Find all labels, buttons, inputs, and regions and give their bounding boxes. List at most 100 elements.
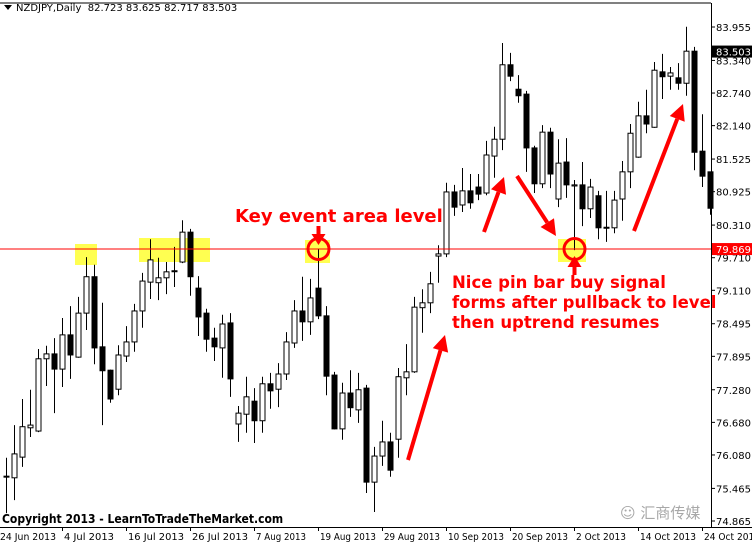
candle-body-bear — [187, 231, 194, 278]
candle — [123, 326, 130, 363]
candle-body-bull — [11, 453, 18, 479]
price-axis: 83.955 83.340 82.740 82.140 81.525 80.925 80.3… — [0, 2, 752, 528]
candle-body-bear — [595, 195, 602, 229]
candle — [603, 190, 610, 242]
dropdown-triangle-icon[interactable] — [4, 5, 12, 10]
candle — [587, 178, 594, 219]
candle-body-bear — [107, 369, 114, 400]
candle — [683, 26, 690, 96]
candle-body-bear — [315, 287, 322, 317]
candle-body-bull — [147, 259, 154, 283]
candle — [379, 420, 386, 466]
candle — [531, 145, 538, 194]
trend-arrow-head — [432, 335, 449, 353]
candle — [547, 127, 554, 189]
price-tick-label: 74.865 — [716, 517, 751, 528]
down-arrow-head — [311, 234, 326, 245]
candle-body-bull — [539, 131, 546, 185]
candle-body-bear — [691, 50, 698, 153]
candle — [179, 220, 186, 264]
candle-body-bull — [179, 231, 186, 263]
price-tick-label: 80.925 — [716, 188, 751, 199]
candle-body-bear — [331, 374, 338, 430]
candle-body-bear — [299, 310, 306, 323]
up-arrow-head — [567, 256, 582, 267]
candle-body-bull — [235, 412, 242, 425]
annotation-overlay — [0, 104, 711, 461]
trend-arrow-icon — [482, 191, 501, 233]
candle — [155, 257, 162, 301]
candle — [131, 303, 138, 352]
candle — [203, 308, 210, 352]
candle — [707, 171, 714, 215]
candle — [699, 114, 706, 188]
candle-body-bear — [699, 150, 706, 177]
candle — [363, 384, 370, 494]
candle — [611, 190, 618, 234]
candle-body-bull — [155, 277, 162, 284]
candle-body-bear — [67, 334, 74, 356]
candle-body-bull — [411, 306, 418, 373]
candle — [51, 338, 58, 414]
candle-body-bear — [707, 171, 714, 209]
candle — [411, 296, 418, 373]
candle — [115, 345, 122, 396]
wechat-icon: ☺ — [620, 504, 636, 522]
candle — [91, 264, 98, 365]
price-tick-label: 79.710 — [716, 254, 751, 265]
candle-body-bear — [467, 190, 474, 204]
candle — [235, 406, 242, 442]
time-tick-label: 24 Jun 2013 — [0, 532, 56, 543]
candle-body-bear — [347, 392, 354, 409]
candle — [627, 124, 634, 189]
candle-body-bear — [659, 71, 666, 78]
candle-body-bull — [619, 171, 626, 200]
candle — [323, 306, 330, 396]
time-tick-label: 4 Jul 2013 — [64, 532, 114, 543]
candle — [219, 314, 226, 378]
candle — [491, 126, 498, 178]
candle — [507, 52, 514, 82]
candle — [251, 388, 258, 444]
candle-body-bull — [355, 389, 362, 411]
candle — [371, 446, 378, 513]
candle — [403, 344, 410, 396]
level-price-badge — [712, 243, 752, 256]
candle — [675, 63, 682, 90]
candle-body-bull — [651, 69, 658, 128]
candle-body-bull — [35, 358, 42, 432]
candle — [307, 278, 314, 335]
candle-body-bear — [643, 115, 650, 125]
candle — [291, 300, 298, 348]
time-tick-label: 7 Aug 2013 — [256, 532, 306, 543]
candle — [339, 382, 346, 440]
candle — [347, 370, 354, 417]
copyright-text: Copyright 2013 - LearnToTradeTheMarket.c… — [2, 512, 284, 526]
candle — [539, 125, 546, 189]
candle-body-bull — [275, 373, 282, 390]
trend-arrow-head — [491, 177, 507, 195]
candle-body-bull — [131, 310, 138, 343]
candle — [515, 75, 522, 103]
candle-body-bear — [451, 191, 458, 208]
price-tick-label: 82.740 — [716, 89, 751, 100]
candle — [259, 376, 266, 433]
candle — [163, 262, 170, 295]
candle-body-bull — [123, 341, 130, 357]
candle — [443, 182, 450, 258]
candle — [27, 389, 34, 438]
candle — [195, 276, 202, 336]
candle-body-bear — [51, 353, 58, 370]
price-tick-label: 83.955 — [716, 23, 751, 34]
candle-body-bull — [683, 50, 690, 84]
candle — [467, 174, 474, 209]
price-tick-label: 83.340 — [716, 56, 751, 67]
candle-body-bull — [635, 115, 642, 158]
pin-bar-annotation-line2: forms after pullback to level — [452, 293, 717, 312]
candle-body-bull — [403, 371, 410, 379]
candle-body-bull — [587, 186, 594, 210]
trend-arrow-icon — [406, 349, 443, 461]
candle-body-bull — [603, 226, 610, 229]
price-tick-label: 75.465 — [716, 484, 751, 495]
candle-body-bull — [3, 475, 10, 478]
